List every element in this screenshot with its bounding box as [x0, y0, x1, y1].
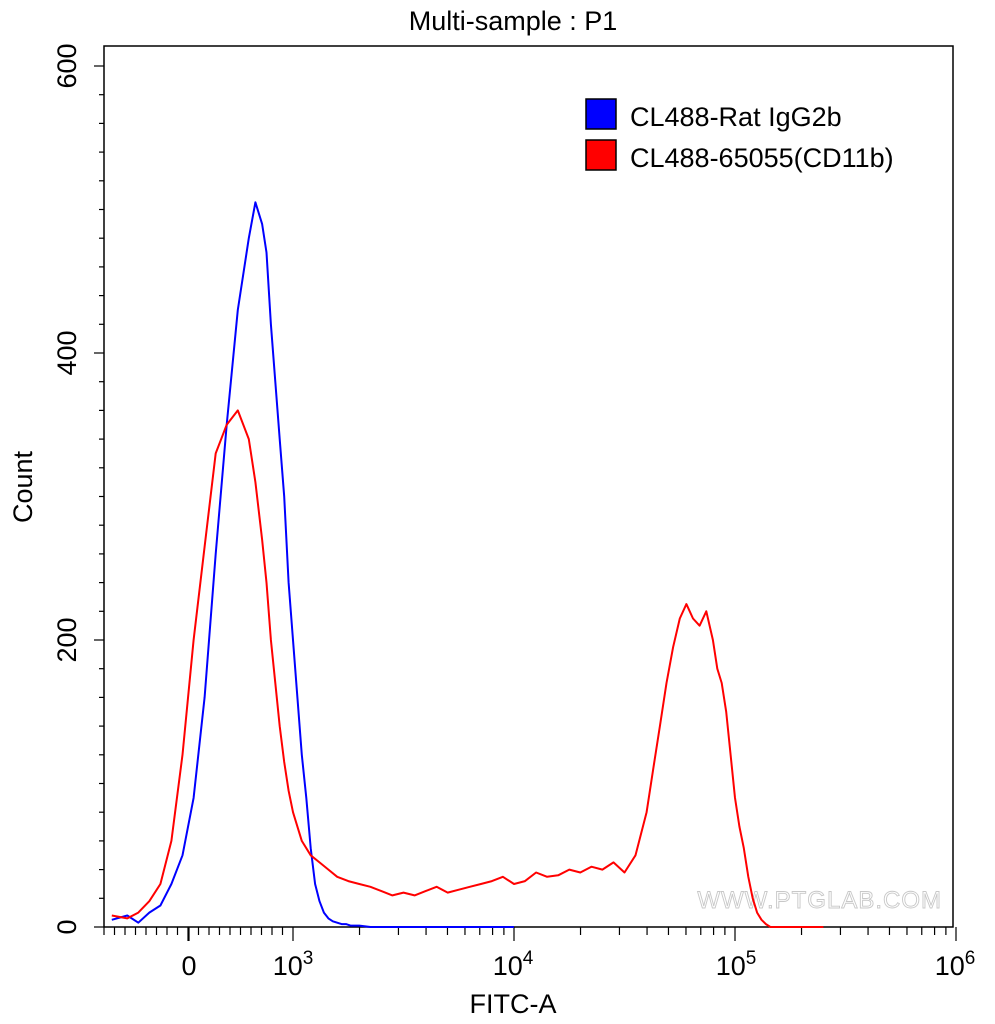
series-line-cd11b [111, 409, 824, 928]
y-tick-label-200: 200 [52, 617, 82, 662]
y-axis-label: Count [8, 450, 38, 523]
legend-label-cd11b: CL488-65055(CD11b) [630, 143, 894, 173]
x-tick-label-0: 0 [181, 951, 196, 981]
x-tick-label-1e6: 106 [935, 948, 976, 981]
legend-swatch-igg2b [585, 98, 617, 130]
y-tick-label-600: 600 [52, 43, 82, 88]
legend-swatch-cd11b [585, 139, 617, 171]
chart-title: Multi-sample : P1 [409, 6, 618, 36]
legend-label-igg2b: CL488-Rat IgG2b [630, 102, 842, 132]
series-layer [111, 201, 824, 928]
x-axis-label: FITC-A [470, 989, 557, 1019]
x-axis-ticks [103, 927, 957, 941]
y-axis-ticks [94, 65, 104, 928]
series-line-igg2b [111, 201, 514, 928]
y-tick-label-0: 0 [52, 919, 82, 934]
x-tick-label-1e5: 105 [716, 948, 757, 981]
x-tick-label-1e4: 104 [493, 948, 534, 981]
legend: CL488-Rat IgG2b CL488-65055(CD11b) [585, 98, 894, 173]
x-tick-label-1e3: 103 [273, 948, 314, 981]
plot-area-frame [103, 45, 954, 928]
watermark: WWW.PTGLAB.COM [697, 887, 942, 914]
y-tick-label-400: 400 [52, 330, 82, 375]
